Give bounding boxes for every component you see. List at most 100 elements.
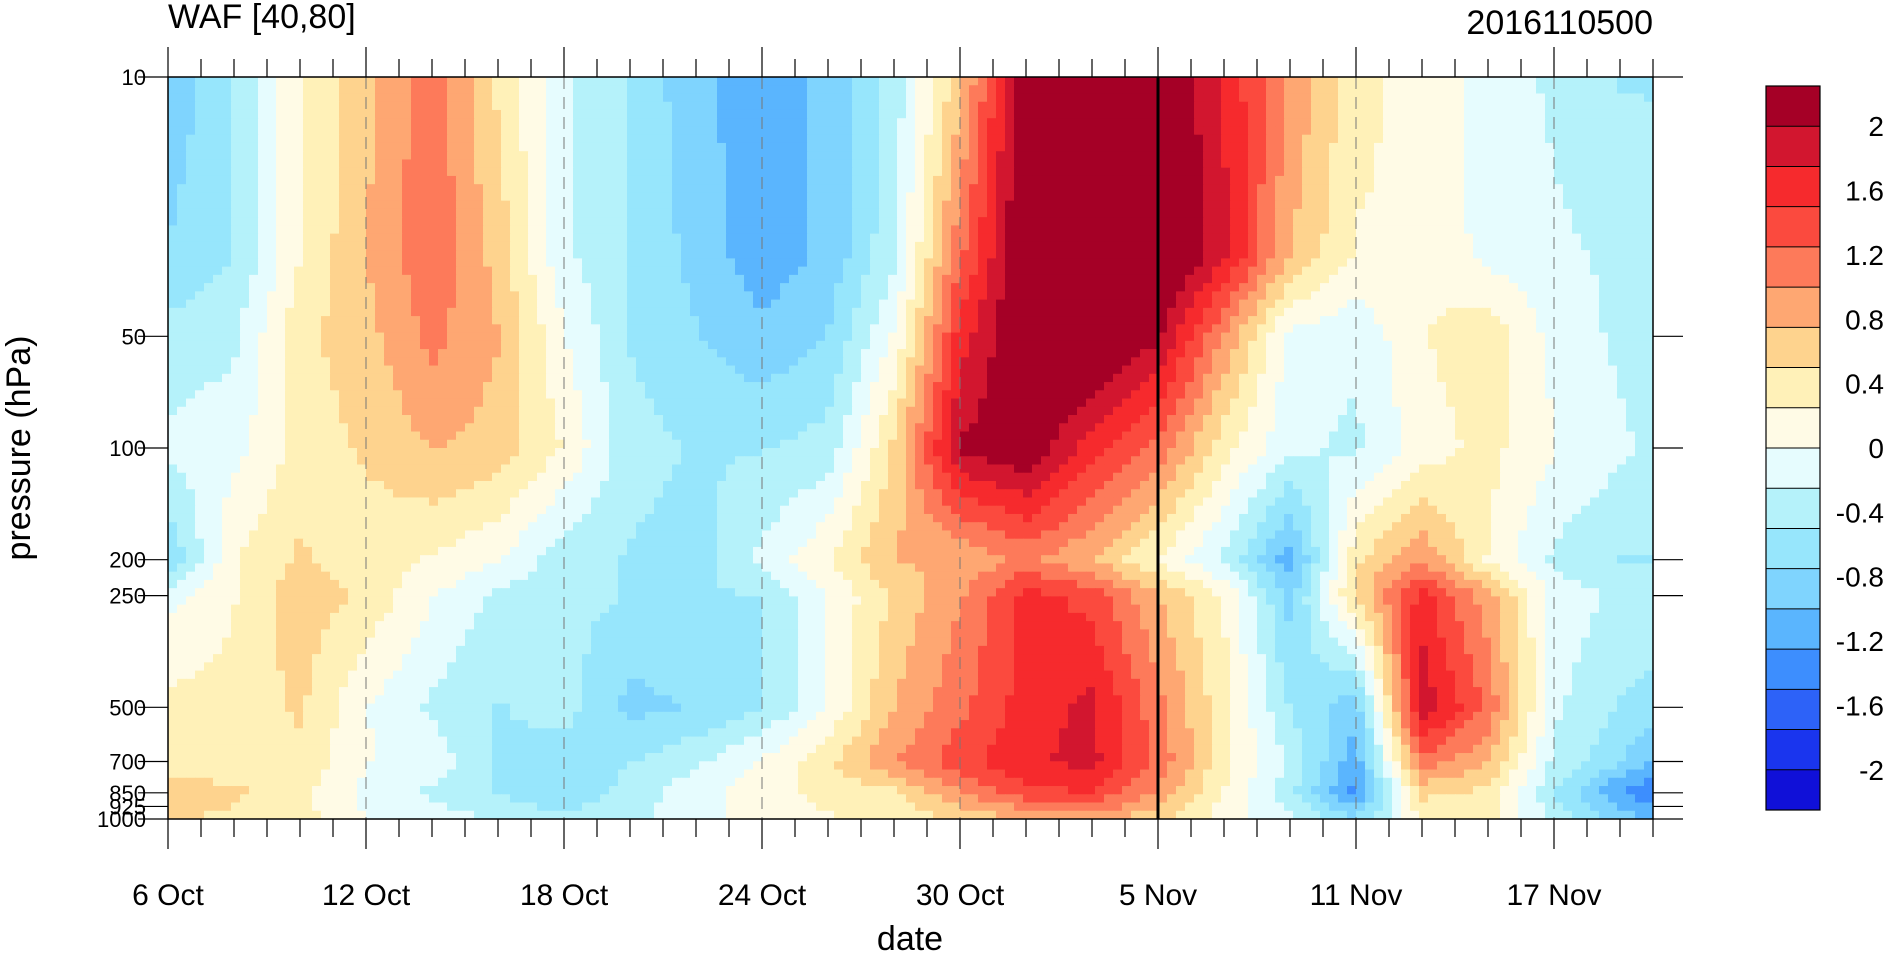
heatmap-cell xyxy=(411,291,421,301)
heatmap-cell xyxy=(663,77,673,86)
heatmap-cell xyxy=(204,233,214,243)
heatmap-cell xyxy=(591,159,601,169)
heatmap-cell xyxy=(924,225,934,235)
heatmap-cell xyxy=(267,233,277,243)
heatmap-cell xyxy=(942,192,952,202)
heatmap-cell xyxy=(483,233,493,243)
heatmap-cell xyxy=(654,142,664,152)
heatmap-cell xyxy=(1356,109,1366,119)
heatmap-cell xyxy=(861,250,871,259)
heatmap-cell xyxy=(366,250,376,259)
heatmap-cell xyxy=(528,200,538,210)
heatmap-cell xyxy=(519,126,529,136)
heatmap-cell xyxy=(744,101,754,111)
heatmap-cell xyxy=(1158,266,1168,276)
heatmap-cell xyxy=(1401,250,1411,259)
heatmap-cell xyxy=(1509,93,1519,103)
heatmap-cell xyxy=(1527,192,1537,202)
heatmap-cell xyxy=(240,101,250,111)
heatmap-cell xyxy=(825,225,835,235)
heatmap-cell xyxy=(564,151,574,161)
heatmap-cell xyxy=(1626,184,1636,194)
heatmap-cell xyxy=(1455,266,1465,276)
heatmap-cell xyxy=(339,233,349,243)
heatmap-cell xyxy=(762,299,772,309)
heatmap-cell xyxy=(672,316,682,325)
heatmap-cell xyxy=(1293,109,1303,119)
heatmap-cell xyxy=(1239,250,1249,259)
heatmap-cell xyxy=(186,316,196,325)
heatmap-cell xyxy=(1059,192,1069,202)
heatmap-cell xyxy=(1572,85,1582,95)
heatmap-cell xyxy=(933,118,943,128)
heatmap-cell xyxy=(1014,241,1024,251)
heatmap-cell xyxy=(699,85,709,95)
heatmap-cell xyxy=(816,266,826,276)
heatmap-cell xyxy=(1518,316,1528,325)
heatmap-cell xyxy=(753,101,763,111)
heatmap-cell xyxy=(1221,118,1231,128)
heatmap-cell xyxy=(1428,192,1438,202)
heatmap-cell xyxy=(600,101,610,111)
heatmap-cell xyxy=(1644,233,1653,243)
heatmap-cell xyxy=(186,101,196,111)
heatmap-cell xyxy=(1059,225,1069,235)
heatmap-cell xyxy=(411,85,421,95)
heatmap-cell xyxy=(1122,85,1132,95)
heatmap-cell xyxy=(978,151,988,161)
heatmap-cell xyxy=(456,225,466,235)
heatmap-cell xyxy=(1212,233,1222,243)
heatmap-cell xyxy=(618,101,628,111)
heatmap-cell xyxy=(1122,316,1132,325)
heatmap-cell xyxy=(213,151,223,161)
heatmap-cell xyxy=(204,258,214,268)
heatmap-cell xyxy=(492,241,502,251)
heatmap-cell xyxy=(1014,258,1024,268)
heatmap-cell xyxy=(1050,266,1060,276)
heatmap-cell xyxy=(501,118,511,128)
heatmap-cell xyxy=(1437,142,1447,152)
heatmap-cell xyxy=(456,101,466,111)
heatmap-cell xyxy=(1545,93,1555,103)
heatmap-cell xyxy=(870,316,880,325)
heatmap-cell xyxy=(1419,77,1429,86)
heatmap-cell xyxy=(1518,208,1528,218)
heatmap-cell xyxy=(996,283,1006,292)
heatmap-cell xyxy=(222,299,232,309)
heatmap-cell xyxy=(1464,316,1474,325)
heatmap-cell xyxy=(1356,184,1366,194)
heatmap-cell xyxy=(330,283,340,292)
heatmap-cell xyxy=(1104,266,1114,276)
heatmap-cell xyxy=(798,241,808,251)
heatmap-cell xyxy=(1446,192,1456,202)
heatmap-cell xyxy=(204,316,214,325)
heatmap-cell xyxy=(1374,307,1384,317)
heatmap-cell xyxy=(1428,233,1438,243)
heatmap-cell xyxy=(1635,250,1645,259)
heatmap-cell xyxy=(1041,250,1051,259)
heatmap-cell xyxy=(996,274,1006,284)
heatmap-cell xyxy=(177,159,187,169)
heatmap-cell xyxy=(1590,142,1600,152)
heatmap-cell xyxy=(429,299,439,309)
heatmap-cell xyxy=(807,241,817,251)
heatmap-cell xyxy=(618,258,628,268)
heatmap-cell xyxy=(1347,77,1357,86)
heatmap-cell xyxy=(654,217,664,226)
heatmap-cell xyxy=(663,200,673,210)
heatmap-cell xyxy=(600,134,610,144)
heatmap-cell xyxy=(879,159,889,169)
heatmap-cell xyxy=(1545,258,1555,268)
heatmap-cell xyxy=(1545,266,1555,276)
heatmap-cell xyxy=(888,109,898,119)
heatmap-cell xyxy=(168,142,178,152)
heatmap-cell xyxy=(393,167,403,177)
heatmap-cell xyxy=(906,126,916,136)
heatmap-cell xyxy=(1005,167,1015,177)
heatmap-cell xyxy=(798,77,808,86)
heatmap-cell xyxy=(249,307,259,317)
heatmap-cell xyxy=(1437,151,1447,161)
heatmap-cell xyxy=(168,274,178,284)
heatmap-cell xyxy=(411,274,421,284)
heatmap-cell xyxy=(744,250,754,259)
